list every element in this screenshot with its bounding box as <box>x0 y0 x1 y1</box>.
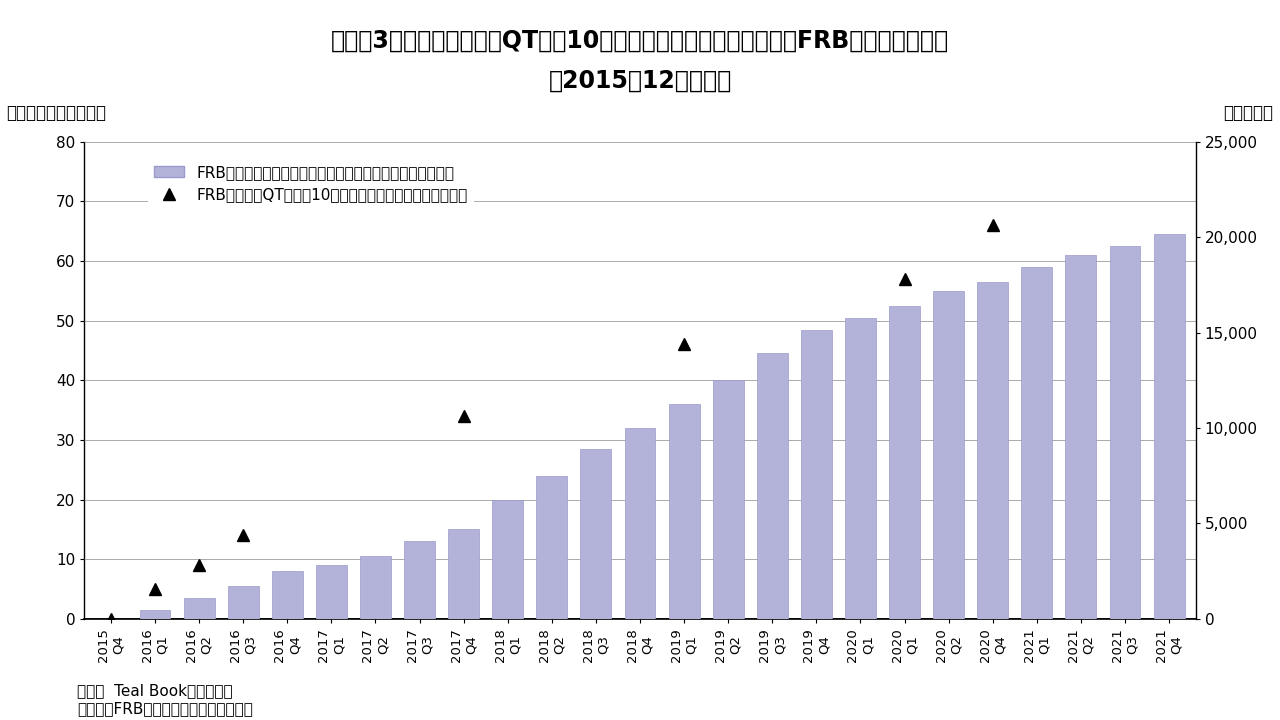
Text: （億ドル）: （億ドル） <box>1224 104 1274 122</box>
Text: （出所）FRB資料よりインベスコが作成: （出所）FRB資料よりインベスコが作成 <box>77 701 252 716</box>
Bar <box>271 571 302 619</box>
Bar <box>1110 246 1140 619</box>
Text: （2015年12月時点）: （2015年12月時点） <box>548 68 732 92</box>
Bar <box>933 291 964 619</box>
Text: （ベーシスポイント）: （ベーシスポイント） <box>6 104 106 122</box>
Bar <box>756 354 787 619</box>
Bar <box>140 610 170 619</box>
Bar <box>1153 234 1184 619</box>
Bar <box>448 529 479 619</box>
Bar <box>668 404 700 619</box>
Bar <box>978 282 1009 619</box>
Text: （図表3）量的引き締め（QT）の10年金利押し上げ効果についてのFRBスタッフの推計: （図表3）量的引き締め（QT）の10年金利押し上げ効果についてのFRBスタッフの… <box>332 29 948 53</box>
Bar <box>890 306 920 619</box>
Bar <box>360 557 390 619</box>
Bar <box>713 380 744 619</box>
Bar <box>404 541 435 619</box>
Bar <box>845 318 876 619</box>
Bar <box>1021 267 1052 619</box>
Legend: FRBによるバランスシート縮小額（累積額）の前提（右軸）, FRBが見込むQTによる10年金利押し上げ累積効果（左軸）: FRBによるバランスシート縮小額（累積額）の前提（右軸）, FRBが見込むQTに… <box>147 159 474 209</box>
Bar <box>1065 255 1097 619</box>
Bar <box>801 330 832 619</box>
Bar <box>625 428 655 619</box>
Bar <box>493 500 524 619</box>
Bar <box>580 449 612 619</box>
Text: （注）  Teal Bookに基づく。: （注） Teal Bookに基づく。 <box>77 683 233 698</box>
Bar <box>536 476 567 619</box>
Bar <box>316 565 347 619</box>
Bar <box>228 586 259 619</box>
Bar <box>183 598 215 619</box>
